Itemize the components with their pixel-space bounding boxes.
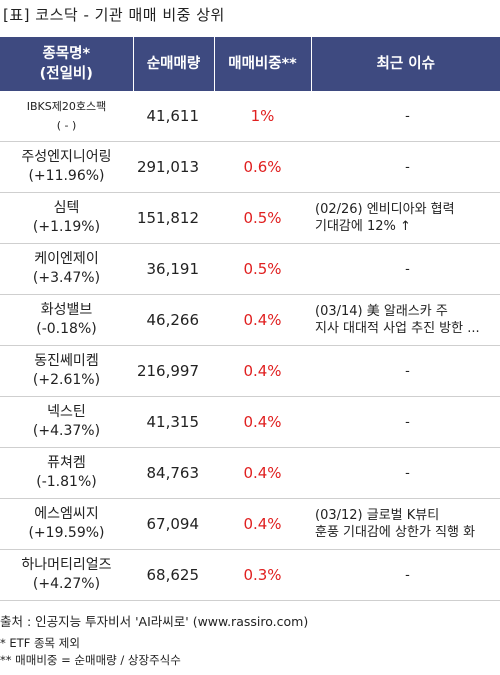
stock-change: (+11.96%) [28,168,105,184]
issue-line: - [405,363,410,379]
issue-line: 기대감에 12% ↑ [315,219,411,234]
net-volume: 67,094 [133,498,214,550]
stock-name-cell: 화성밸브 (-0.18%) [0,294,133,346]
stock-name-cell: 주성엔지니어링 (+11.96%) [0,141,133,193]
header-ratio: 매매비중** [214,37,312,91]
stock-name: 에스엠씨지 [34,506,99,522]
table-header-row: 종목명* (전일비) 순매매량 매매비중** 최근 이슈 [0,37,500,91]
stock-change: (+4.27%) [32,576,101,592]
trade-ratio: 0.5% [214,243,311,295]
stock-name: 하나머티리얼즈 [21,557,112,573]
header-name-line2: (전일비) [39,66,93,82]
stock-name: 퓨쳐켐 [47,455,86,471]
stock-name-cell: 심텍 (+1.19%) [0,192,133,244]
trade-ratio: 0.6% [214,141,311,193]
source-text: 출처 : 인공지능 투자비서 'AI라씨로' (www.rassiro.com) [0,614,309,629]
stock-change: (+2.61%) [32,372,101,388]
issue-line: (03/14) 美 알래스카 주 [315,304,448,319]
net-volume: 216,997 [133,345,214,397]
stock-name: 주성엔지니어링 [21,149,112,165]
issue-line: - [405,567,410,583]
issue-line: - [405,465,410,481]
table-row: IBKS제20호스팩 ( - ) 41,611 1% - [0,91,500,142]
table-row: 심텍 (+1.19%) 151,812 0.5% (02/26) 엔비디아와 협력 기대… [0,192,500,244]
stock-name: 케이엔제이 [34,251,99,267]
stock-change: (+19.59%) [28,525,105,541]
net-volume: 46,266 [133,294,214,346]
table-row: 하나머티리얼즈 (+4.27%) 68,625 0.3% - [0,549,500,601]
stock-name-cell: 케이엔제이 (+3.47%) [0,243,133,295]
recent-issue: - [311,243,500,295]
stock-name: 심텍 [53,200,80,216]
recent-issue: - [311,549,500,601]
table-row: 주성엔지니어링 (+11.96%) 291,013 0.6% - [0,141,500,193]
stock-change: (+1.19%) [32,219,101,235]
stock-name: 화성밸브 [40,302,93,318]
stock-change: (-0.18%) [36,321,97,337]
issue-line: - [405,261,410,277]
footnote-etf: * ETF 종목 제외 [0,636,80,650]
net-volume: 151,812 [133,192,214,244]
trade-ratio: 0.4% [214,396,311,448]
header-volume: 순매매량 [133,37,215,91]
institution-trading-table: 종목명* (전일비) 순매매량 매매비중** 최근 이슈 IBKS제20호스팩 (… [0,37,500,601]
table-row: 넥스틴 (+4.37%) 41,315 0.4% - [0,396,500,448]
trade-ratio: 0.4% [214,345,311,397]
issue-line: - [405,159,410,175]
table-row: 화성밸브 (-0.18%) 46,266 0.4% (03/14) 美 알래스카 주 지사… [0,294,500,346]
table-row: 퓨쳐켐 (-1.81%) 84,763 0.4% - [0,447,500,499]
issue-line: (02/26) 엔비디아와 협력 [315,202,455,217]
issue-line: - [405,414,410,430]
recent-issue: - [311,141,500,193]
issue-line: 지사 대대적 사업 추진 방한 ... [315,321,480,336]
stock-change: ( - ) [56,119,77,132]
stock-name-cell: 넥스틴 (+4.37%) [0,396,133,448]
issue-line: - [405,108,410,124]
issue-line: (03/12) 글로벌 K뷰티 [315,508,440,523]
stock-name: 동진쎄미켐 [34,353,99,369]
stock-name: 넥스틴 [47,404,86,420]
header-name: 종목명* (전일비) [0,37,134,91]
stock-name-cell: 동진쎄미켐 (+2.61%) [0,345,133,397]
net-volume: 41,315 [133,396,214,448]
net-volume: 41,611 [133,91,214,142]
net-volume: 36,191 [133,243,214,295]
stock-name-cell: 하나머티리얼즈 (+4.27%) [0,549,133,601]
footnote-ratio: ** 매매비중 = 순매매량 / 상장주식수 [0,653,181,667]
trade-ratio: 0.5% [214,192,311,244]
table-row: 케이엔제이 (+3.47%) 36,191 0.5% - [0,243,500,295]
stock-change: (+4.37%) [32,423,101,439]
recent-issue: - [311,345,500,397]
stock-name: IBKS제20호스팩 [26,100,107,113]
net-volume: 68,625 [133,549,214,601]
recent-issue: - [311,396,500,448]
stock-change: (+3.47%) [32,270,101,286]
issue-line: 훈풍 기대감에 상한가 직행 화 [315,525,476,540]
stock-name-cell: IBKS제20호스팩 ( - ) [0,91,133,142]
stock-name-cell: 퓨쳐켐 (-1.81%) [0,447,133,499]
header-name-line1: 종목명* [42,46,91,62]
trade-ratio: 0.4% [214,294,311,346]
table-row: 동진쎄미켐 (+2.61%) 216,997 0.4% - [0,345,500,397]
stock-change: (-1.81%) [36,474,97,490]
trade-ratio: 0.3% [214,549,311,601]
table-row: 에스엠씨지 (+19.59%) 67,094 0.4% (03/12) 글로벌 K뷰티 훈… [0,498,500,550]
table-body: IBKS제20호스팩 ( - ) 41,611 1% - 주성엔지니어링 (+11.96%)… [0,91,500,601]
recent-issue: - [311,447,500,499]
page-title: [표] 코스닥 - 기관 매매 비중 상위 [3,6,225,24]
net-volume: 291,013 [133,141,214,193]
recent-issue: - [311,91,500,142]
recent-issue[interactable]: (02/26) 엔비디아와 협력 기대감에 12% ↑ [311,192,500,244]
net-volume: 84,763 [133,447,214,499]
trade-ratio: 0.4% [214,498,311,550]
header-issue: 최근 이슈 [311,37,500,91]
trade-ratio: 1% [214,91,311,142]
trade-ratio: 0.4% [214,447,311,499]
stock-name-cell: 에스엠씨지 (+19.59%) [0,498,133,550]
